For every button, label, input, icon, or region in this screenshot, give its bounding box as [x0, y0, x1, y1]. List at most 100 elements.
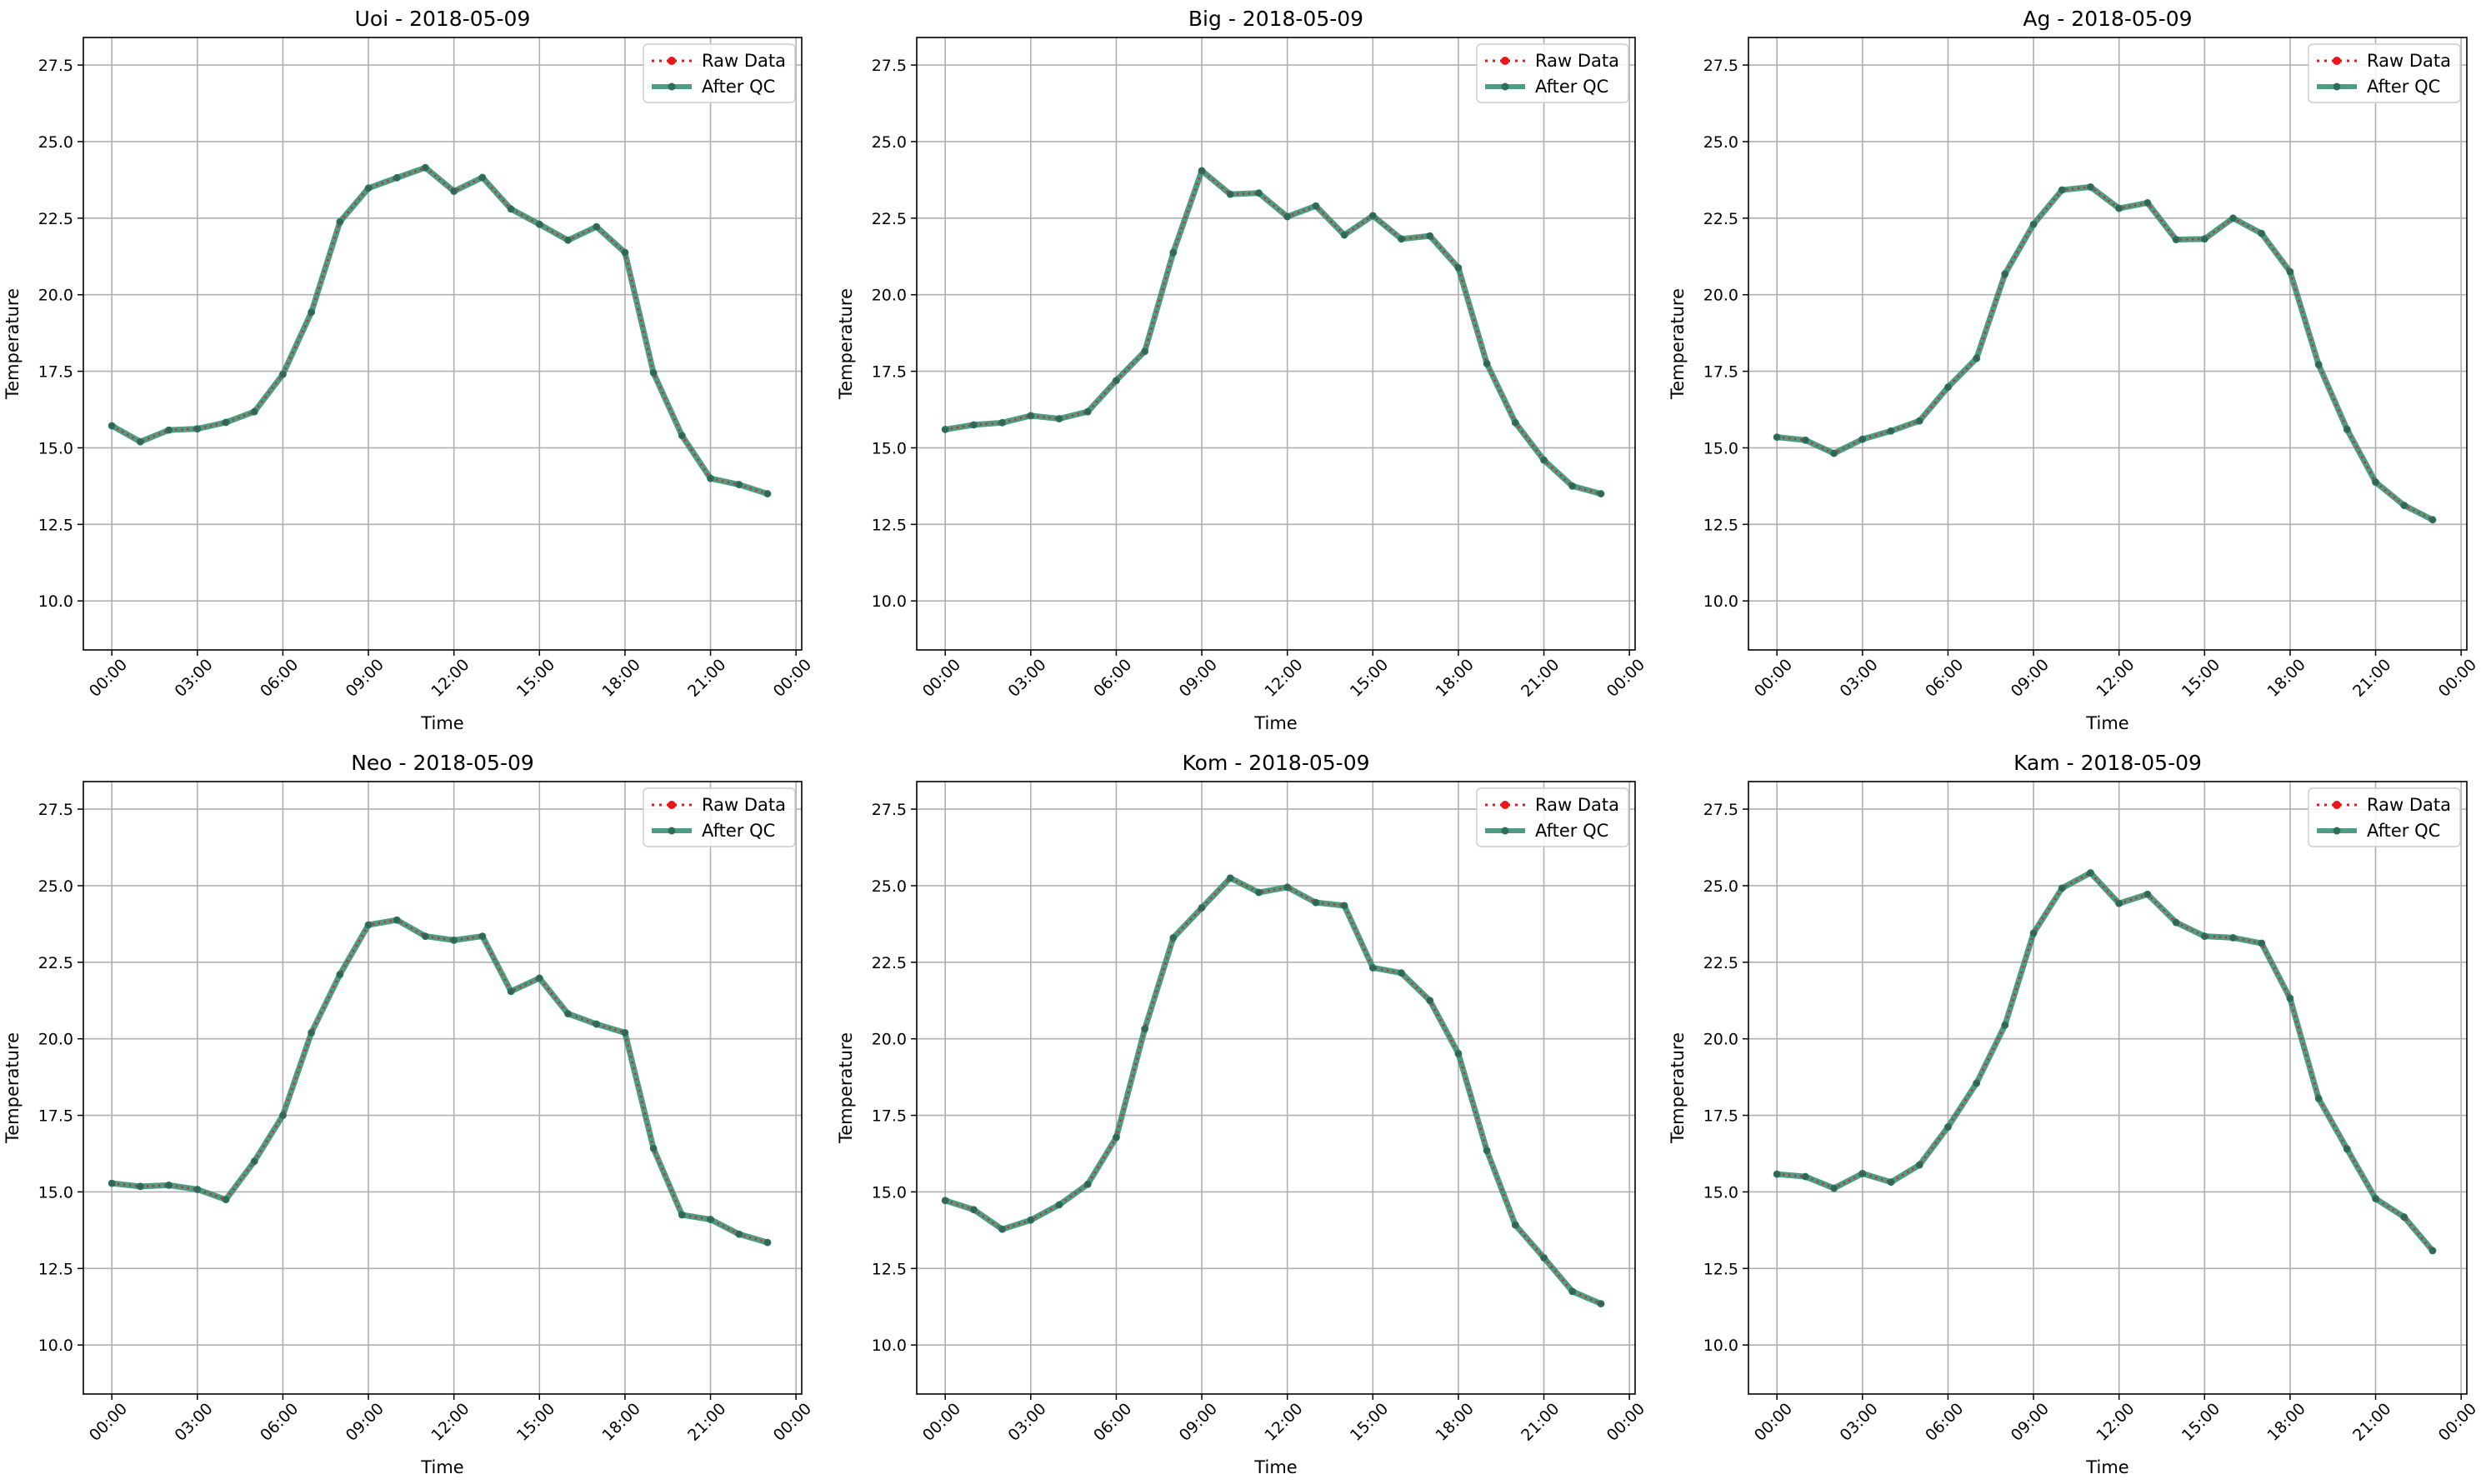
x-tick-label: 00:00 — [919, 1400, 964, 1445]
x-tick-label: 00:00 — [2435, 656, 2480, 701]
x-tick-label: 09:00 — [2008, 1400, 2053, 1445]
raw-data-point — [395, 918, 398, 922]
raw-data-point — [1457, 1052, 1460, 1055]
y-tick-label: 10.0 — [1703, 592, 1738, 611]
y-tick-label: 25.0 — [38, 133, 73, 152]
raw-data-point — [972, 1208, 976, 1212]
raw-data-point — [2060, 887, 2063, 890]
raw-data-point — [738, 482, 741, 487]
after-qc-line — [944, 875, 1603, 1307]
x-tick-label: 00:00 — [1751, 656, 1796, 701]
raw-data-point — [481, 934, 484, 938]
raw-data-point — [224, 1198, 228, 1202]
after-qc-line — [110, 164, 769, 497]
raw-data-point — [1371, 214, 1374, 217]
legend-qc-marker — [668, 827, 676, 835]
raw-data-point — [766, 492, 769, 496]
y-tick-label: 25.0 — [1703, 133, 1738, 152]
raw-data-point — [2345, 1147, 2348, 1151]
x-tick-label: 21:00 — [1518, 656, 1563, 701]
raw-data-point — [1314, 901, 1318, 904]
raw-data-point — [310, 1031, 313, 1034]
raw-data-point — [2174, 237, 2178, 242]
y-tick-label: 10.0 — [1703, 1337, 1738, 1355]
y-tick-label: 20.0 — [38, 1031, 73, 1049]
x-tick-label: 06:00 — [1922, 656, 1967, 701]
raw-data-point — [1775, 435, 1778, 439]
axes-frame — [916, 781, 1636, 1395]
raw-data-point — [1513, 421, 1517, 424]
raw-data-point — [1343, 904, 1346, 907]
y-tick-label: 27.5 — [38, 801, 73, 819]
x-tick-label: 09:00 — [343, 656, 388, 701]
subplot-title: Neo - 2018-05-09 — [351, 751, 534, 775]
legend-raw-marker — [2333, 57, 2341, 65]
x-axis-label: Time — [2085, 713, 2128, 733]
raw-data-line — [1777, 872, 2433, 1252]
y-tick-label: 20.0 — [1703, 1031, 1738, 1049]
x-tick-label: 03:00 — [1004, 1400, 1049, 1445]
raw-data-point — [1946, 386, 1950, 389]
raw-data-point — [972, 423, 976, 427]
x-tick-label: 15:00 — [2178, 1400, 2223, 1445]
raw-data-point — [2203, 934, 2206, 938]
raw-data-point — [652, 1147, 655, 1150]
raw-data-point — [1172, 936, 1175, 940]
x-tick-label: 15:00 — [1347, 656, 1392, 701]
legend-raw-marker — [668, 801, 676, 809]
legend-raw-marker — [2333, 801, 2341, 809]
raw-data-point — [2231, 217, 2235, 220]
raw-data-point — [1513, 1223, 1517, 1227]
x-tick-label: 06:00 — [1090, 1400, 1135, 1445]
after-qc-line — [1776, 870, 2435, 1253]
raw-data-point — [1058, 1203, 1061, 1207]
y-tick-label: 27.5 — [38, 57, 73, 75]
x-tick-label: 00:00 — [86, 656, 131, 701]
legend-raw-label: Raw Data — [702, 51, 786, 71]
y-tick-label: 22.5 — [38, 954, 73, 972]
x-tick-label: 09:00 — [343, 1400, 388, 1445]
x-tick-label: 00:00 — [770, 656, 815, 701]
raw-data-point — [1228, 192, 1232, 196]
raw-data-point — [253, 1160, 256, 1163]
x-tick-label: 00:00 — [86, 1400, 131, 1445]
raw-data-point — [1086, 1182, 1089, 1186]
x-axis-label: Time — [2085, 1457, 2128, 1477]
raw-data-point — [538, 977, 541, 980]
legend-raw-marker — [1501, 57, 1509, 65]
raw-data-line — [944, 877, 1602, 1305]
x-tick-label: 18:00 — [1433, 1400, 1478, 1445]
y-tick-label: 10.0 — [38, 592, 73, 611]
x-tick-label: 12:00 — [1261, 656, 1306, 701]
x-tick-label: 21:00 — [2349, 1400, 2394, 1445]
subplot-3: Ag - 2018-05-09 00:00 03:00 06:00 09:00 12:00… — [1668, 7, 2480, 733]
x-tick-label: 21:00 — [1518, 1400, 1563, 1445]
raw-data-point — [2373, 1197, 2378, 1201]
x-tick-label: 21:00 — [684, 1400, 729, 1445]
legend-raw-marker — [1501, 801, 1509, 809]
y-tick-label: 12.5 — [872, 1260, 907, 1278]
y-tick-label: 20.0 — [872, 287, 907, 305]
raw-data-point — [1485, 1149, 1488, 1152]
legend-qc-label: After QC — [702, 77, 775, 97]
raw-data-point — [1889, 1181, 1893, 1184]
legend: Raw Data After QC — [643, 787, 796, 847]
raw-data-point — [1542, 1256, 1546, 1260]
raw-data-point — [2203, 237, 2206, 241]
x-tick-label: 06:00 — [257, 656, 302, 701]
x-tick-label: 21:00 — [2349, 656, 2394, 701]
raw-data-point — [1803, 1175, 1808, 1178]
subplot-title: Kom - 2018-05-09 — [1183, 751, 1370, 775]
legend-raw-label: Raw Data — [2367, 51, 2451, 71]
x-tick-label: 12:00 — [2093, 1400, 2138, 1445]
raw-data-point — [2317, 362, 2320, 367]
raw-data-point — [2403, 503, 2406, 507]
y-tick-label: 25.0 — [38, 877, 73, 896]
raw-data-point — [1371, 966, 1374, 970]
raw-data-point — [1058, 417, 1061, 421]
y-axis-label: Temperature — [836, 288, 856, 400]
raw-data-point — [1485, 362, 1488, 365]
legend-raw-label: Raw Data — [2367, 795, 2451, 815]
subplot-5: Kom - 2018-05-09 00:00 03:00 06:00 09:00 12:0… — [836, 751, 1648, 1477]
